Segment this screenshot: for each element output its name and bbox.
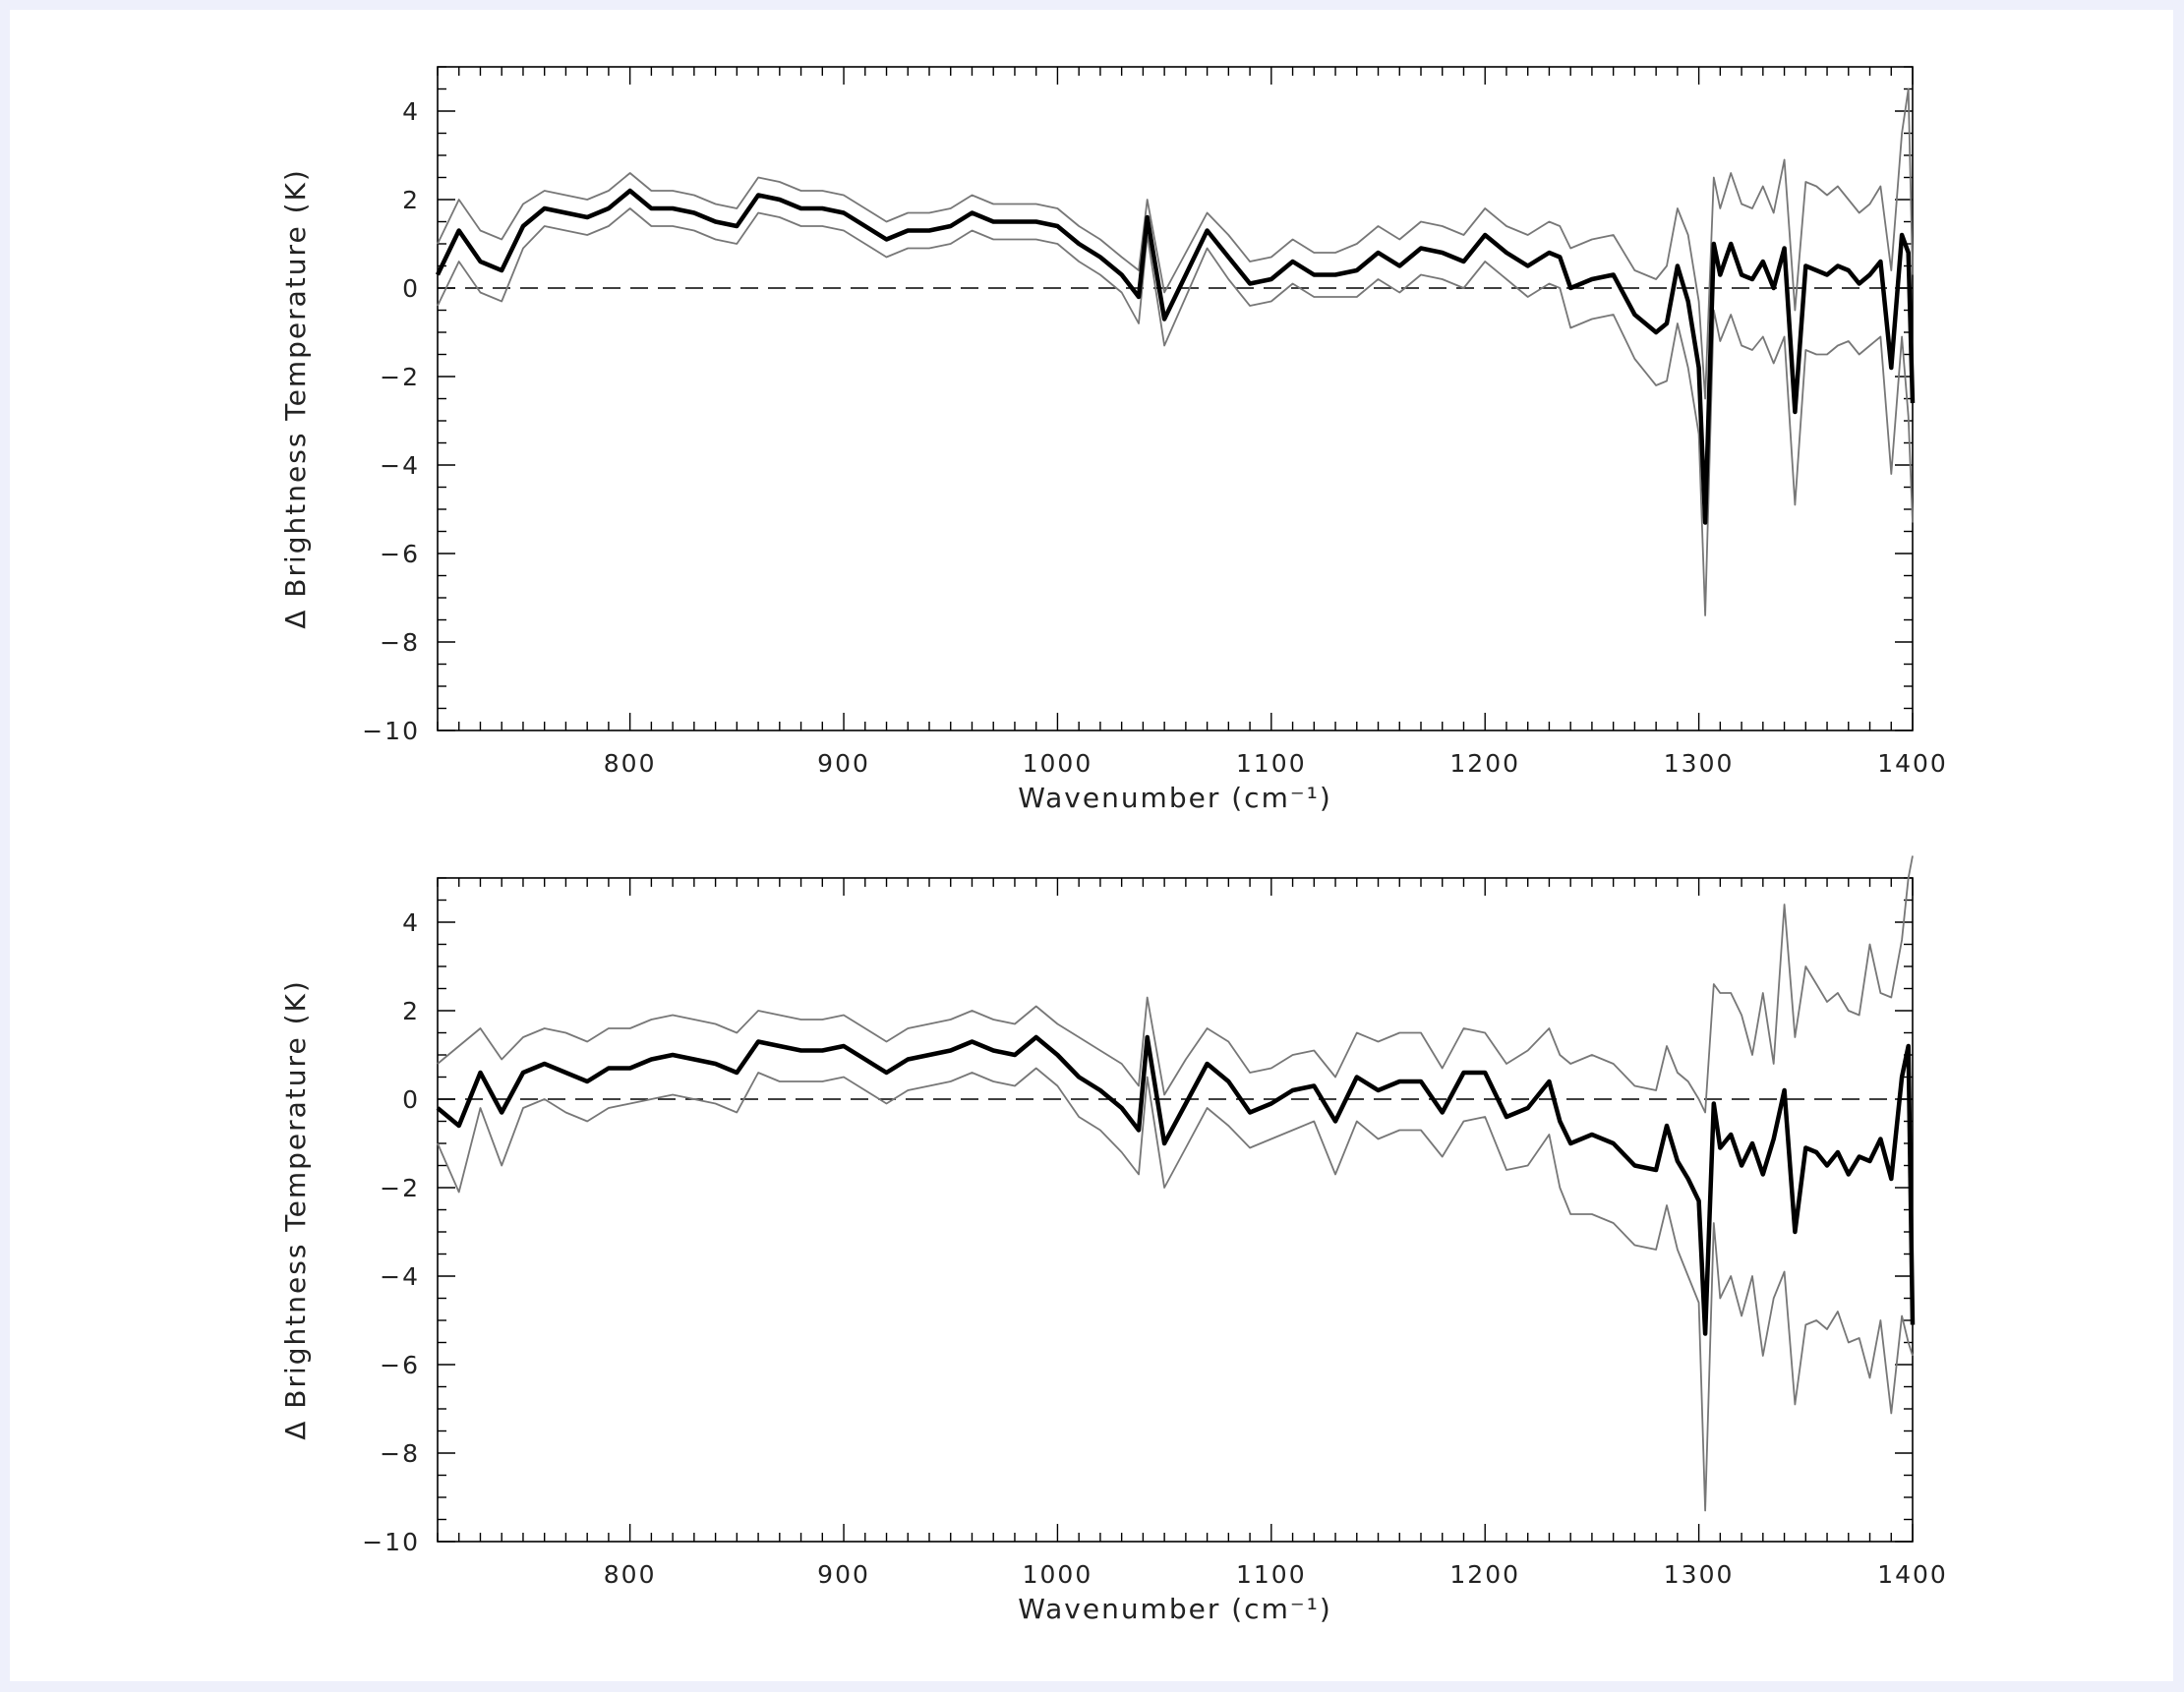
x-tick-label: 1200: [1449, 749, 1520, 778]
x-tick-label: 1100: [1236, 749, 1307, 778]
x-tick-label: 1400: [1877, 749, 1948, 778]
y-axis-label: Δ Brightness Temperature (K): [279, 168, 312, 629]
x-tick-label: 1100: [1236, 1560, 1307, 1589]
y-tick-label: −10: [362, 717, 420, 745]
x-tick-label: 1000: [1023, 1560, 1093, 1589]
chart-panel-1: 800 900 1000 1100 1200 1300 1400 4 2 0 −2 −4 −6 −8 −10…: [279, 66, 1948, 814]
lower-bound-line: [437, 207, 1914, 616]
chart-figure: 800 900 1000 1100 1200 1300 1400 4 2 0 −2 −4 −6 −8 −10…: [279, 66, 1948, 1625]
chart-panel-2: 800 900 1000 1100 1200 1300 1400 4 2 0 −2 −4 −6 −8 −10…: [279, 855, 1948, 1625]
y-tick-label: −6: [380, 540, 420, 568]
x-tick-label: 800: [604, 749, 657, 778]
x-tick-label: 800: [604, 1560, 657, 1589]
y-tick-label: 0: [402, 1085, 420, 1114]
y-tick-label: −8: [380, 1439, 420, 1468]
y-tick-label: 4: [402, 97, 420, 126]
y-tick-label: −8: [380, 628, 420, 657]
y-tick-label: 4: [402, 908, 420, 937]
x-tick-label: 900: [817, 749, 870, 778]
y-tick-label: −6: [380, 1351, 420, 1379]
x-axis-label: Wavenumber (cm⁻¹): [1018, 1593, 1332, 1625]
mean-line: [435, 188, 1916, 525]
x-tick-label: 1200: [1449, 1560, 1520, 1589]
lower-bound-line: [437, 1067, 1914, 1512]
x-axis-label: Wavenumber (cm⁻¹): [1018, 782, 1332, 814]
y-tick-label: −10: [362, 1528, 420, 1556]
plot-frame: [437, 66, 1914, 731]
y-tick-label: −4: [380, 451, 420, 480]
mean-line: [436, 1034, 1916, 1336]
x-tick-label: 1300: [1664, 1560, 1735, 1589]
x-tick-label: 1300: [1664, 749, 1735, 778]
x-tick-label: 900: [817, 1560, 870, 1589]
x-tick-label: 1000: [1023, 749, 1093, 778]
y-tick-label: 0: [402, 274, 420, 303]
y-tick-label: 2: [402, 186, 420, 214]
y-tick-label: −2: [380, 1174, 420, 1202]
y-axis-label: Δ Brightness Temperature (K): [279, 979, 312, 1440]
upper-bound-line: [437, 855, 1914, 1114]
y-tick-label: 2: [402, 997, 420, 1025]
x-tick-label: 1400: [1877, 1560, 1948, 1589]
upper-bound-line: [437, 88, 1914, 400]
y-tick-label: −2: [380, 363, 420, 391]
y-tick-label: −4: [380, 1262, 420, 1291]
plot-frame: [437, 877, 1914, 1543]
figure: 800 900 1000 1100 1200 1300 1400 4 2 0 −2 −4 −6 −8 −10…: [10, 10, 2173, 1681]
